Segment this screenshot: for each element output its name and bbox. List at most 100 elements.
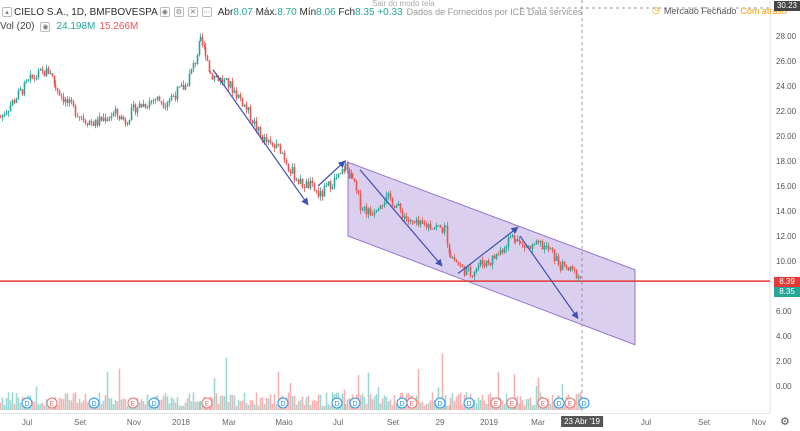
volume-bar [561,383,564,410]
time-axis[interactable]: Jul Set Nov 2018 Mar Maio Jul Set 29 201… [0,413,770,431]
volume-bar [31,400,34,410]
volume-bar [70,400,73,410]
volume-bar [381,398,384,410]
candle-body [263,136,266,142]
candle-body [124,119,127,125]
volume-bar [194,401,197,410]
y-tick-label: 18.00 [776,157,797,166]
volume-bar [519,396,522,410]
candle-body [84,120,87,124]
candle-body [449,253,452,258]
candle-body [439,225,442,228]
candle-body [217,77,220,82]
volume-bar [45,399,48,410]
volume-bar [64,393,67,410]
volume-bar [443,405,446,410]
volume-bar [421,401,424,410]
volume-bar [505,393,508,410]
delayed-label[interactable]: Com atraso [740,5,787,16]
volume-bar [126,405,129,410]
volume-bar [311,400,314,410]
volume-bar [275,404,278,410]
candle-body [269,140,272,143]
eye-icon[interactable]: ◉ [159,7,170,17]
candle-body [178,86,181,88]
volume-bar [257,405,260,410]
last-price-tag: 8.35 [774,287,800,297]
volume-bar [192,392,195,410]
volume-bar [249,399,252,410]
candle-body [395,206,398,208]
candle-body [126,123,129,125]
event-marker [537,397,549,409]
volume-bar [325,392,328,410]
volume-bar [377,387,380,410]
candle-body [455,260,458,263]
candle-body [160,101,163,103]
volume-bar [5,398,8,410]
candle-body [446,226,449,245]
candle-body [196,55,199,65]
volume-bar [309,405,312,410]
volume-bar [35,386,38,410]
x-tick: 2019 [480,418,498,427]
candle-body [267,140,270,142]
x-tick: Mar [531,418,545,427]
close-icon[interactable]: ✕ [187,7,198,17]
candle-body [344,163,347,171]
volume-bar [315,401,318,410]
settings-icon[interactable]: ⚙ [173,7,184,17]
candle-body [215,75,218,78]
volume-bar [479,399,482,410]
candle-body [273,145,276,149]
volume-bar [124,399,127,410]
volume-bar [0,402,2,410]
candle-body [473,272,476,277]
volume-bar [444,395,447,410]
volume-bar [549,403,552,410]
volume-bar [503,403,506,410]
candle-body [199,36,202,41]
volume-bar [108,398,111,410]
eye-icon[interactable]: ◉ [40,21,51,32]
volume-bar [168,403,171,410]
volume-bar [221,395,224,410]
candle-body [283,152,286,160]
volume-bar [395,403,398,410]
volume-bar [162,396,165,410]
volume-label[interactable]: Vol (20) [0,21,35,32]
candle-body [383,203,386,206]
candle-body [505,247,508,249]
y-tick-label: 16.00 [776,182,797,191]
candle-body [102,117,105,121]
volume-bar [213,378,216,410]
exit-fullscreen-hint[interactable]: Sair do modo tela [372,0,435,8]
candle-body [363,206,366,210]
candle-body [92,122,95,126]
candle-body [361,209,364,211]
candle-body [76,116,79,118]
candle-body [323,186,326,197]
collapse-icon[interactable]: ▴ [2,7,12,17]
x-tick: Mar [222,418,236,427]
candle-body [305,181,308,189]
more-icon[interactable]: ⋯ [201,7,212,17]
symbol-title[interactable]: CIELO S.A., 1D, BMFBOVESPA [14,6,158,18]
candle-body [164,106,167,108]
volume-bar [346,399,349,410]
low-value: 8.06 [316,6,336,18]
candle-body [78,116,81,118]
hline-price-tag: 8.39 [774,277,800,287]
candle-body [559,264,562,271]
candle-body [96,119,99,126]
candle-body [563,261,566,265]
candle-body [359,193,362,211]
candle-body [37,70,40,78]
candle-body [351,173,354,179]
chart-settings-icon[interactable]: ⚙ [780,416,790,428]
volume-bar [62,399,65,410]
candle-body [53,75,56,84]
candle-body [571,266,574,269]
candle-body [471,275,474,277]
